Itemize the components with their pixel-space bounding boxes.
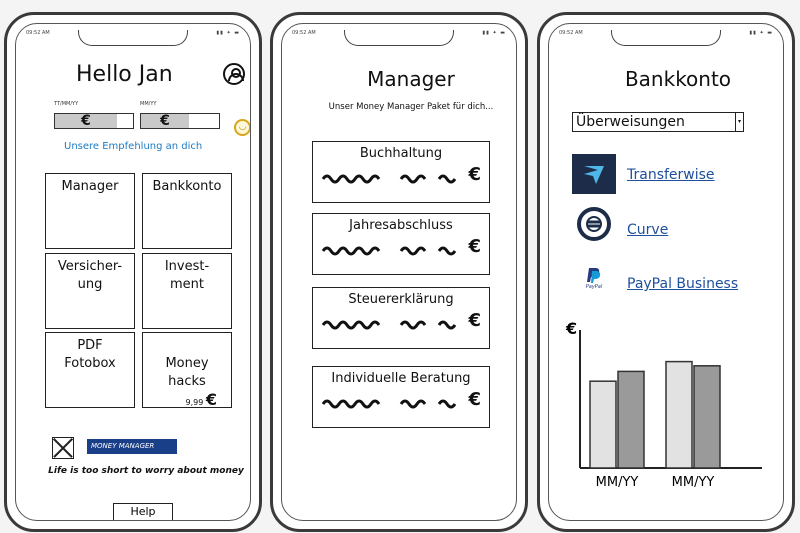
notch <box>344 30 454 46</box>
x-tick-label: MM/YY <box>596 475 639 490</box>
help-button[interactable]: Help <box>113 503 173 520</box>
chevron-down-icon[interactable]: ▾ <box>735 113 743 131</box>
screen: 09:52 AM ▮▮ ✦ ▬ Bankkonto Überweisungen … <box>548 23 784 521</box>
bar-0-1 <box>617 370 645 469</box>
package-individuelle-beratung[interactable]: Individuelle Beratung € <box>312 366 490 428</box>
paypal-logo-text: PayPal <box>585 284 603 290</box>
tile-pdf-fotobox[interactable]: PDF Fotobox <box>45 332 135 408</box>
image-placeholder-icon <box>52 437 74 459</box>
date-label-day: TT/MM/YY <box>54 101 79 107</box>
link-curve[interactable]: Curve <box>627 222 669 238</box>
currency-symbol: € <box>468 236 481 257</box>
tile-price: 9,99 € <box>143 391 231 412</box>
date-label-month: MM/YY <box>140 101 157 107</box>
status-bar: 09:52 AM ▮▮ ✦ ▬ <box>26 30 240 40</box>
y-axis-label: € <box>565 319 577 338</box>
tile-label: Versicher- ung <box>57 259 123 292</box>
status-time: 09:52 AM <box>292 30 316 36</box>
tile-versicherung[interactable]: Versicher- ung <box>45 253 135 329</box>
status-bar: 09:52 AM ▮▮ ✦ ▬ <box>559 30 773 40</box>
package-steuererklaerung[interactable]: Steuererklärung € <box>312 287 490 349</box>
package-jahresabschluss[interactable]: Jahresabschluss € <box>312 213 490 275</box>
amount-fill: € <box>55 113 117 129</box>
bar-1-0 <box>665 360 693 469</box>
tile-label: PDF Fotobox <box>64 338 116 371</box>
tile-money-hacks[interactable]: Money hacks 9,99 € <box>142 332 232 409</box>
tile-bankkonto[interactable]: Bankkonto <box>142 173 232 249</box>
dropdown-value: Überweisungen <box>576 114 685 130</box>
screen: 09:52 AM ▮▮ ✦ ▬ Manager Unser Money Mana… <box>281 23 517 521</box>
price-value: 9,99 <box>185 398 204 407</box>
currency-symbol: € <box>468 164 481 185</box>
page-title: Bankkonto <box>624 67 732 91</box>
notch <box>611 30 721 46</box>
package-name: Steuererklärung <box>348 292 454 307</box>
amount-fill: € <box>141 113 189 129</box>
package-name: Individuelle Beratung <box>331 371 471 386</box>
amount-field-month[interactable]: € <box>140 113 220 129</box>
status-bar: 09:52 AM ▮▮ ✦ ▬ <box>292 30 506 40</box>
status-time: 09:52 AM <box>26 30 50 36</box>
bars <box>589 360 721 469</box>
page-subtitle: Unser Money Manager Paket für dich... <box>328 102 494 112</box>
phone-home-screen: 09:52 AM ▮▮ ✦ ▬ Hello Jan TT/MM/YY MM/YY… <box>4 12 262 532</box>
user-icon[interactable] <box>223 63 245 85</box>
slogan: Life is too short to worry about money <box>48 466 244 476</box>
link-paypal-business[interactable]: PayPal Business <box>627 276 739 292</box>
phone-manager-screen: 09:52 AM ▮▮ ✦ ▬ Manager Unser Money Mana… <box>270 12 528 532</box>
bar-0-0 <box>589 380 617 469</box>
notch <box>78 30 188 46</box>
money-manager-logo: MONEY MANAGER <box>87 439 177 454</box>
link-transferwise[interactable]: Transferwise <box>627 167 715 183</box>
transaction-type-dropdown[interactable]: Überweisungen ▾ <box>572 112 744 132</box>
price-scribble <box>321 399 457 409</box>
status-time: 09:52 AM <box>559 30 583 36</box>
price-scribble <box>321 174 457 184</box>
page-title: Manager <box>367 67 455 91</box>
status-icons: ▮▮ ✦ ▬ <box>482 30 506 36</box>
recommendation-text: Unsere Empfehlung an dich <box>64 141 203 152</box>
package-name: Buchhaltung <box>359 146 443 161</box>
currency-symbol: € <box>468 310 481 331</box>
screen: 09:52 AM ▮▮ ✦ ▬ Hello Jan TT/MM/YY MM/YY… <box>15 23 251 521</box>
tile-label: Bankkonto <box>152 179 222 194</box>
tile-label: Manager <box>61 179 119 194</box>
bar-1-1 <box>693 365 721 469</box>
transferwise-logo-icon <box>572 154 616 194</box>
smiley-icon: ◡ <box>234 119 250 136</box>
price-scribble <box>321 320 457 330</box>
x-ticks: MM/YY MM/YY <box>596 475 715 490</box>
amount-field-day[interactable]: € <box>54 113 134 129</box>
balance-chart: € MM/YY MM/YY <box>565 319 762 490</box>
tile-manager[interactable]: Manager <box>45 173 135 249</box>
price-scribble <box>321 246 457 256</box>
currency-symbol: € <box>468 389 481 410</box>
tile-label: Money hacks <box>165 356 209 389</box>
page-title: Hello Jan <box>76 62 173 87</box>
phone-bankkonto-screen: 09:52 AM ▮▮ ✦ ▬ Bankkonto Überweisungen … <box>537 12 795 532</box>
x-tick-label: MM/YY <box>672 475 715 490</box>
status-icons: ▮▮ ✦ ▬ <box>216 30 240 36</box>
package-name: Jahresabschluss <box>349 218 453 233</box>
curve-logo-icon <box>572 204 616 244</box>
status-icons: ▮▮ ✦ ▬ <box>749 30 773 36</box>
currency-symbol: € <box>205 390 217 409</box>
package-buchhaltung[interactable]: Buchhaltung € <box>312 141 490 203</box>
tile-label: Invest- ment <box>164 259 210 292</box>
tile-investment[interactable]: Invest- ment <box>142 253 232 329</box>
paypal-logo-icon: PayPal <box>572 258 616 298</box>
